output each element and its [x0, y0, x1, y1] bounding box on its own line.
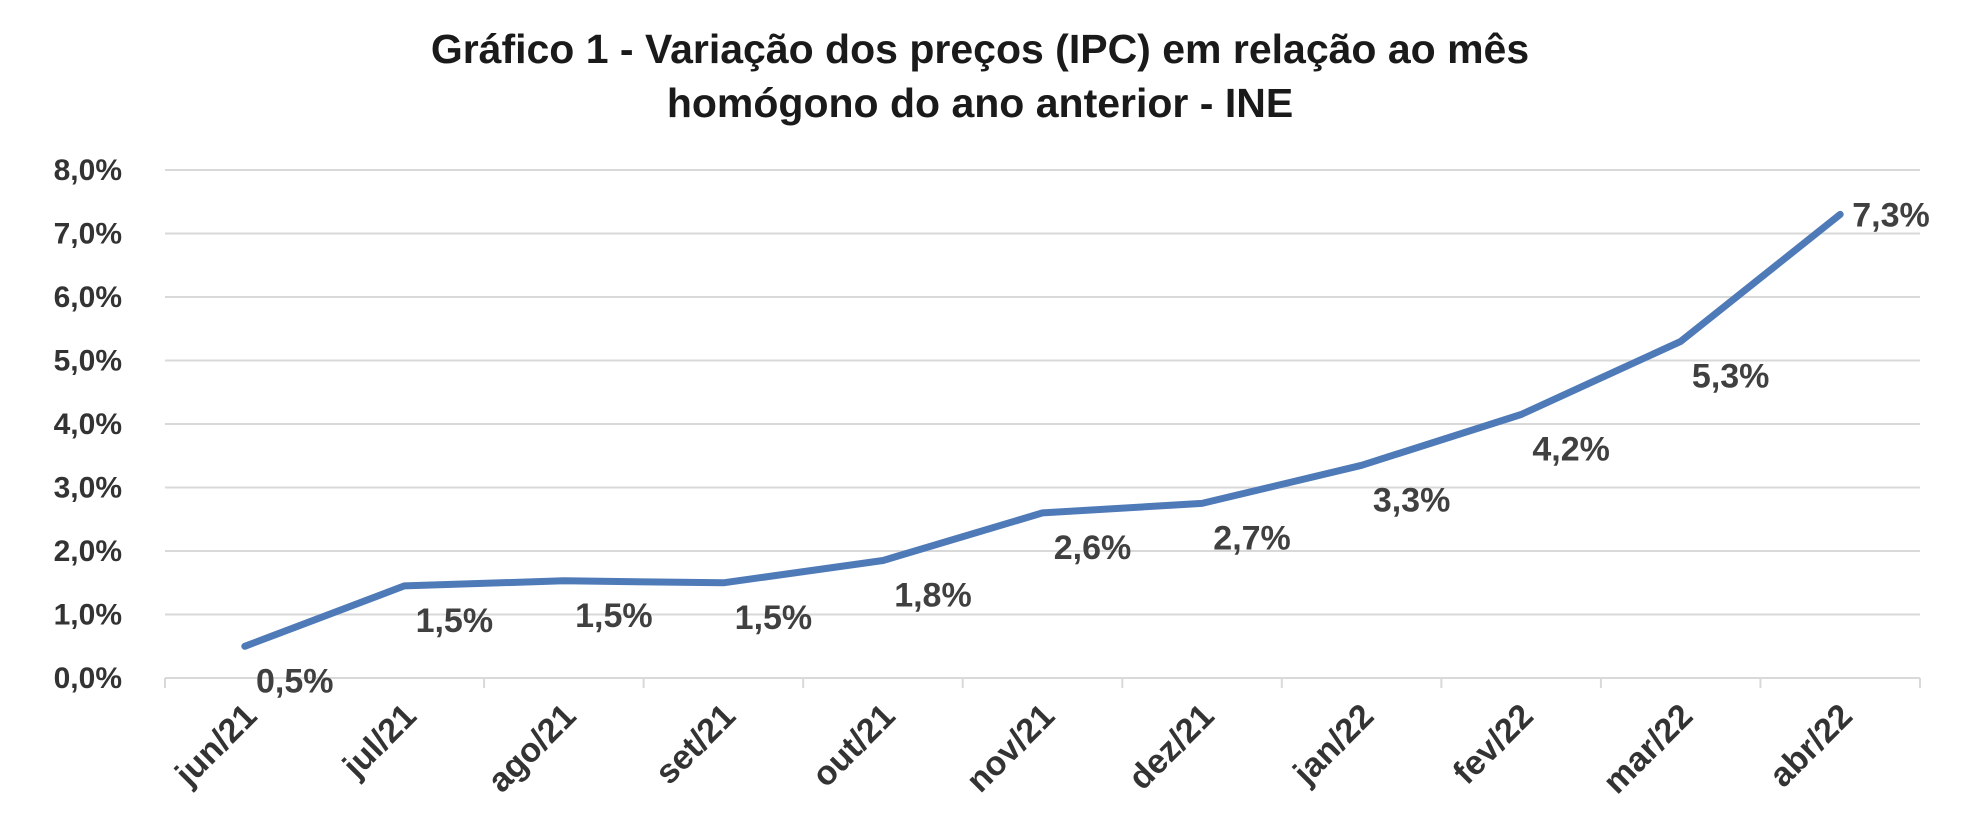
x-tick-label: nov/21: [959, 697, 1062, 800]
y-tick-label: 0,0%: [54, 662, 122, 695]
data-label: 1,5%: [735, 599, 813, 637]
x-tick-label: mar/22: [1596, 697, 1700, 801]
y-tick-label: 1,0%: [54, 599, 122, 632]
x-axis-ticks: jun/21 jul/21 ago/21 set/21 out/21 nov/21 dez/…: [167, 697, 1860, 801]
y-tick-label: 2,0%: [54, 535, 122, 568]
y-tick-label: 8,0%: [54, 154, 122, 187]
series-ipc: [241, 210, 1844, 650]
data-label: 0,5%: [256, 662, 334, 700]
data-label: 1,8%: [894, 577, 972, 615]
y-tick-label: 3,0%: [54, 472, 122, 505]
y-tick-label: 4,0%: [54, 408, 122, 441]
x-tick-label: ago/21: [480, 697, 583, 800]
x-tick-label: jun/21: [167, 697, 264, 794]
x-tick-label: set/21: [648, 697, 743, 792]
data-label: 2,7%: [1213, 519, 1291, 557]
data-label: 4,2%: [1532, 430, 1610, 468]
data-label: 1,5%: [575, 597, 653, 635]
chart-title-line-2: homógono do ano anterior - INE: [666, 80, 1294, 126]
x-tick-label: jan/22: [1286, 697, 1382, 793]
data-label: 3,3%: [1373, 481, 1451, 519]
gridlines: [165, 169, 1920, 616]
x-tick-label: abr/22: [1762, 697, 1860, 795]
chart-title-line-1: Gráfico 1 - Variação dos preços (IPC) em…: [430, 26, 1530, 72]
x-tick-label: dez/21: [1121, 697, 1221, 797]
x-tick-label: out/21: [805, 697, 903, 795]
data-label: 1,5%: [416, 602, 494, 640]
chart-title: Gráfico 1 - Variação dos preços (IPC) em…: [200, 22, 1760, 130]
y-tick-label: 7,0%: [54, 218, 122, 251]
x-tick-label: fev/22: [1446, 697, 1541, 792]
y-axis-ticks: 0,0% 1,0% 2,0% 3,0% 4,0% 5,0% 6,0% 7,0% 8,0%: [54, 154, 122, 695]
series-line: [241, 210, 1844, 650]
x-axis: [164, 677, 1921, 688]
data-labels: 0,5% 1,5% 1,5% 1,5% 1,8% 2,6% 2,7% 3,3% 4,2% 5,3%…: [256, 196, 1930, 700]
y-tick-label: 5,0%: [54, 345, 122, 378]
y-tick-label: 6,0%: [54, 281, 122, 314]
data-label: 7,3%: [1852, 196, 1930, 234]
x-tick-label: jul/21: [335, 697, 424, 786]
data-label: 2,6%: [1054, 529, 1132, 567]
data-label: 5,3%: [1692, 357, 1770, 395]
